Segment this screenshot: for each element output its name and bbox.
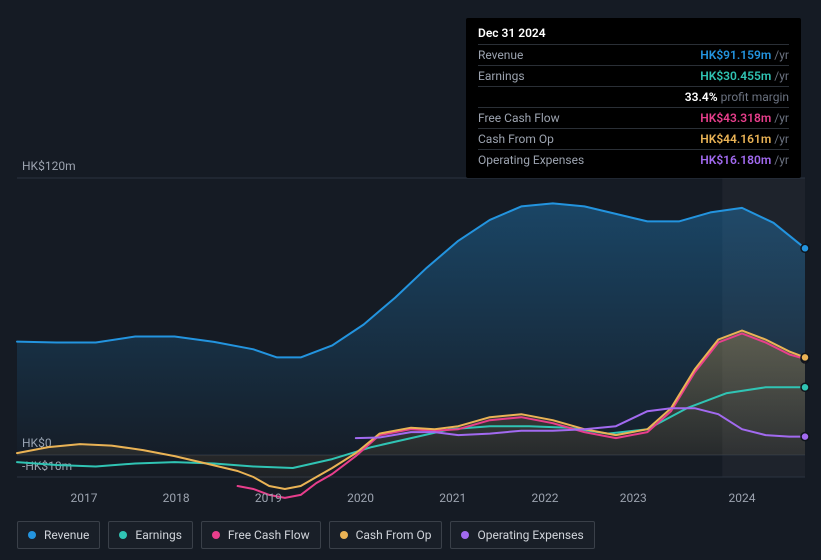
legend-label: Free Cash Flow: [228, 528, 310, 542]
x-axis-tick: 2017: [70, 491, 97, 505]
legend-item[interactable]: Cash From Op: [329, 521, 443, 549]
legend-dot-icon: [119, 531, 127, 539]
legend-dot-icon: [28, 531, 36, 539]
legend-item[interactable]: Revenue: [17, 521, 100, 549]
chart-legend: Revenue Earnings Free Cash Flow Cash From O…: [17, 521, 595, 549]
tooltip-metric-value: HK$43.318m/yr: [700, 111, 789, 125]
chart-tooltip: Dec 31 2024 Revenue HK$91.159m/yr Earnings…: [466, 18, 801, 178]
x-axis-tick: 2020: [347, 491, 374, 505]
legend-item[interactable]: Operating Expenses: [450, 521, 594, 549]
tooltip-row: 33.4%profit margin: [478, 86, 789, 107]
tooltip-date: Dec 31 2024: [478, 26, 789, 44]
x-axis-tick: 2023: [620, 491, 647, 505]
legend-dot-icon: [461, 531, 469, 539]
tooltip-row: Cash From Op HK$44.161m/yr: [478, 128, 789, 149]
tooltip-metric-value: 33.4%profit margin: [685, 90, 789, 104]
x-axis-tick: 2022: [531, 491, 558, 505]
legend-item[interactable]: Free Cash Flow: [201, 521, 321, 549]
tooltip-metric-value: HK$16.180m/yr: [700, 153, 789, 167]
tooltip-metric-value: HK$44.161m/yr: [700, 132, 789, 146]
tooltip-row: Earnings HK$30.455m/yr: [478, 65, 789, 86]
x-axis-tick: 2018: [163, 491, 190, 505]
tooltip-metric-label: Earnings: [478, 69, 525, 83]
legend-item[interactable]: Earnings: [108, 521, 193, 549]
tooltip-row: Revenue HK$91.159m/yr: [478, 44, 789, 65]
legend-dot-icon: [212, 531, 220, 539]
tooltip-metric-value: HK$30.455m/yr: [700, 69, 789, 83]
legend-dot-icon: [340, 531, 348, 539]
tooltip-metric-label: Operating Expenses: [478, 153, 584, 167]
x-axis-tick: 2021: [439, 491, 466, 505]
x-axis-tick: 2019: [255, 491, 282, 505]
tooltip-metric-value: HK$91.159m/yr: [700, 48, 789, 62]
x-axis: 2017 2018 2019 2020 2021 2022 2023 2024: [17, 491, 804, 505]
legend-label: Earnings: [135, 528, 182, 542]
legend-label: Operating Expenses: [477, 528, 583, 542]
legend-label: Revenue: [44, 528, 89, 542]
x-axis-tick: 2024: [728, 491, 755, 505]
tooltip-metric-label: Revenue: [478, 48, 523, 62]
tooltip-row: Free Cash Flow HK$43.318m/yr: [478, 107, 789, 128]
legend-label: Cash From Op: [356, 528, 432, 542]
tooltip-row: Operating Expenses HK$16.180m/yr: [478, 149, 789, 170]
tooltip-metric-label: Cash From Op: [478, 132, 554, 146]
tooltip-metric-label: Free Cash Flow: [478, 111, 560, 125]
